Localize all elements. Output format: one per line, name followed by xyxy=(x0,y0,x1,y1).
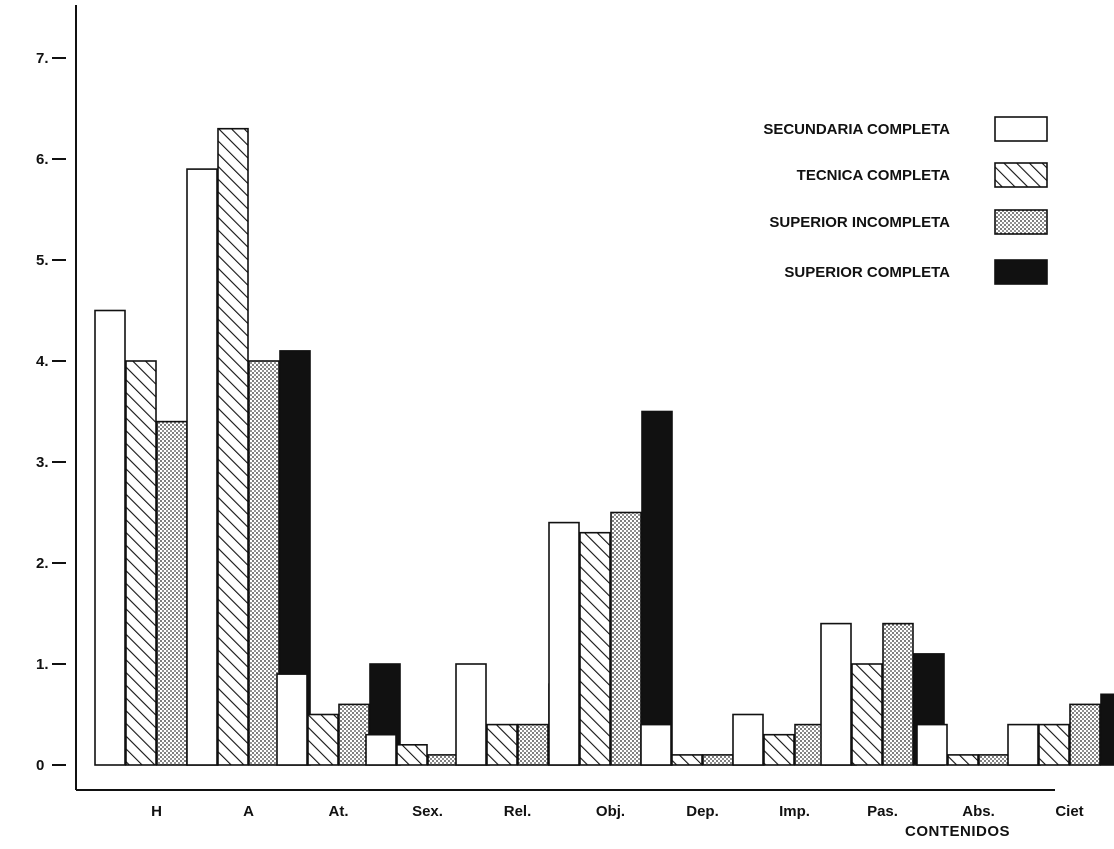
bar-hatch xyxy=(579,531,611,766)
x-tick-label: Imp. xyxy=(779,803,810,820)
x-tick-label: H xyxy=(151,803,162,820)
bar-black xyxy=(1100,693,1114,766)
legend-item: SUPERIOR INCOMPLETA xyxy=(769,209,1048,235)
legend-label: SUPERIOR COMPLETA xyxy=(784,264,950,281)
bar-dots xyxy=(610,511,642,766)
x-tick-label: A xyxy=(243,803,254,820)
bar-white xyxy=(186,168,218,766)
y-tick-label: 2. xyxy=(36,555,49,572)
legend-item: SUPERIOR COMPLETA xyxy=(784,259,1048,285)
bar-black xyxy=(641,410,673,766)
bar-dots xyxy=(517,723,549,766)
bar-hatch xyxy=(217,127,249,766)
bar-hatch xyxy=(307,713,339,766)
y-ticks: 0 1. 2. 3. 4. 5. 6. 7. xyxy=(36,50,66,774)
bar-group xyxy=(186,127,311,766)
legend-swatch xyxy=(994,116,1048,142)
legend-swatch xyxy=(994,162,1048,188)
bar-dots xyxy=(978,754,1010,766)
x-tick-labels: H A At. Sex. Rel. Obj. Dep. Imp. Pas. Abs. Ciet xyxy=(151,803,1084,820)
x-tick-label: Pas. xyxy=(867,803,898,820)
bar-hatch xyxy=(1038,723,1070,766)
x-axis-title: CONTENIDOS xyxy=(905,823,1010,840)
legend-swatch xyxy=(994,259,1048,285)
x-tick-label: Rel. xyxy=(504,803,532,820)
bar-white xyxy=(276,673,308,766)
x-axis: H A At. Sex. Rel. Obj. Dep. Imp. Pas. Abs. Ciet CO… xyxy=(76,789,1084,840)
bar-dots xyxy=(338,703,370,766)
bar-hatch xyxy=(396,743,428,766)
legend-label: SUPERIOR INCOMPLETA xyxy=(769,214,950,231)
y-axis: 0 1. 2. 3. 4. 5. 6. 7. xyxy=(36,5,77,790)
x-tick-label: Abs. xyxy=(962,803,995,820)
bar-hatch xyxy=(486,723,518,766)
legend-item: SECUNDARIA COMPLETA xyxy=(763,116,1048,142)
bar-white xyxy=(455,663,487,766)
bar-hatch xyxy=(851,663,883,766)
bar-dots xyxy=(427,754,459,766)
bar-group xyxy=(548,410,673,766)
y-tick-label: 4. xyxy=(36,353,49,370)
bars xyxy=(94,127,1114,766)
bar-dots xyxy=(248,360,280,766)
bar-white xyxy=(820,622,852,766)
bar-white xyxy=(548,521,580,766)
bar-white xyxy=(732,713,764,766)
legend-label: SECUNDARIA COMPLETA xyxy=(763,121,950,138)
bar-dots xyxy=(156,420,188,766)
bar-hatch xyxy=(763,733,795,766)
y-tick-label: 3. xyxy=(36,454,49,471)
bar-hatch xyxy=(947,754,979,766)
x-tick-label: Dep. xyxy=(686,803,719,820)
legend-swatch xyxy=(994,209,1048,235)
bar-dots xyxy=(702,754,734,766)
x-tick-label: Sex. xyxy=(412,803,443,820)
bar-group xyxy=(820,622,945,766)
bar-white xyxy=(94,309,126,766)
bar-white xyxy=(365,733,397,766)
x-tick-label: At. xyxy=(329,803,349,820)
bar-group xyxy=(1007,693,1114,766)
legend-label: TECNICA COMPLETA xyxy=(797,167,950,184)
y-tick-label: 0 xyxy=(36,757,44,774)
bar-dots xyxy=(794,723,826,766)
bar-dots xyxy=(882,622,914,766)
bar-white xyxy=(916,723,948,766)
bar-white xyxy=(640,723,672,766)
y-tick-label: 5. xyxy=(36,252,49,269)
y-tick-label: 6. xyxy=(36,151,49,168)
y-tick-label: 1. xyxy=(36,656,49,673)
bar-white xyxy=(1007,723,1039,766)
x-tick-label: Ciet xyxy=(1055,803,1083,820)
legend-item: TECNICA COMPLETA xyxy=(797,162,1048,188)
x-tick-label: Obj. xyxy=(596,803,625,820)
y-tick-label: 7. xyxy=(36,50,49,67)
bar-hatch xyxy=(125,360,157,766)
bar-hatch xyxy=(671,754,703,766)
legend: SECUNDARIA COMPLETA TECNICA COMPLETA SUPER… xyxy=(763,116,1048,285)
bar-dots xyxy=(1069,703,1101,766)
